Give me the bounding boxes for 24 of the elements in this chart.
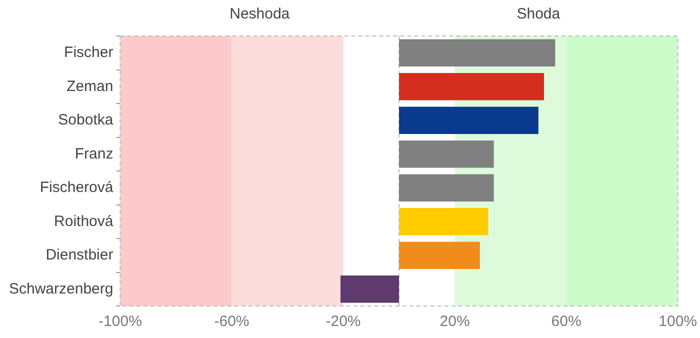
y-tick-label: Dienstbier [46, 246, 114, 264]
bar [399, 208, 488, 236]
y-tick-label: Fischerová [40, 179, 114, 196]
bar [399, 39, 556, 67]
x-tick-label: 100% [658, 313, 698, 330]
bar [399, 72, 544, 100]
x-tick-label: -100% [98, 313, 142, 330]
text: Neshoda [230, 6, 290, 23]
y-tick-label: Zeman [66, 78, 114, 95]
text: Shoda [516, 6, 561, 23]
bar [399, 140, 494, 168]
bar [399, 106, 538, 134]
y-tick-label: Franz [74, 145, 114, 162]
y-tick-label: Fischer [64, 44, 114, 62]
x-tick-label: 60% [551, 313, 582, 330]
bar [399, 174, 494, 202]
x-tick-label: 20% [440, 313, 470, 330]
bar [399, 242, 480, 270]
y-tick-label: Roithová [54, 212, 114, 230]
y-tick-label: Sobotka [58, 112, 114, 129]
bar [340, 275, 400, 303]
x-tick-label: -20% [326, 313, 361, 330]
x-tick-label: -60% [214, 313, 250, 330]
y-tick-label: Schwarzenberg [8, 280, 114, 298]
